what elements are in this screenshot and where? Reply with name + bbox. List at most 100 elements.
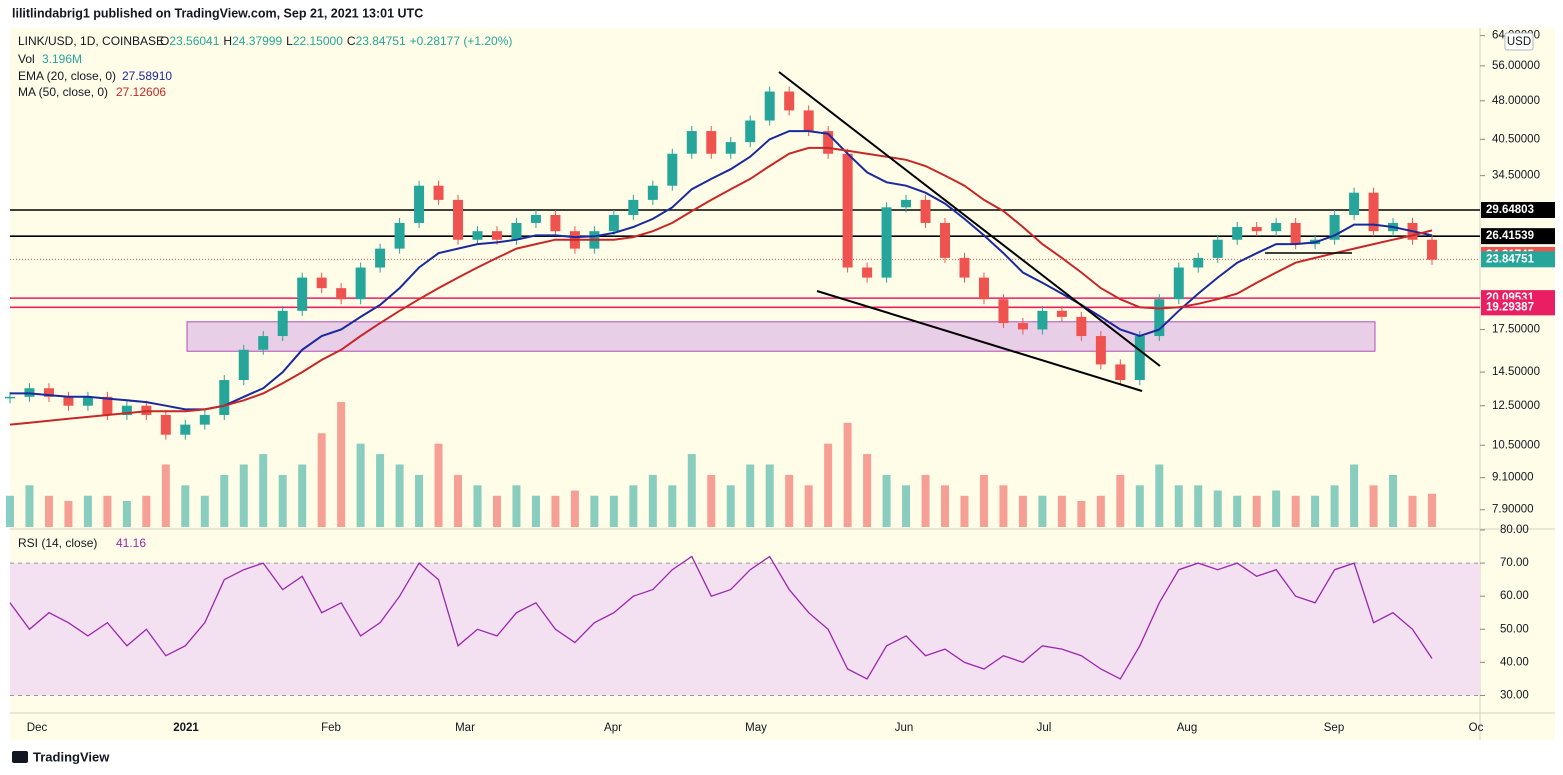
volume-bar xyxy=(570,490,579,527)
candle-body xyxy=(1329,214,1340,240)
ohlc-key: L xyxy=(286,34,293,48)
volume-bar xyxy=(1272,490,1281,527)
volume-bar xyxy=(1057,495,1066,527)
currency[interactable]: USD xyxy=(1507,36,1531,48)
level-label: 19.29387 xyxy=(1486,301,1534,313)
candle-body xyxy=(1154,299,1165,337)
level-tag xyxy=(1481,299,1555,316)
ohlc-value: 23.56041 xyxy=(169,34,219,48)
volume-bar xyxy=(512,485,521,527)
candle-body xyxy=(414,185,425,223)
candle-body xyxy=(238,349,249,381)
trendline xyxy=(816,290,1143,392)
y-tick-label: 17.50000 xyxy=(1492,323,1540,335)
time-label: Jul xyxy=(1037,722,1052,734)
time-label: Aug xyxy=(1177,722,1197,734)
volume-bar xyxy=(278,474,287,527)
candle-body xyxy=(1017,323,1028,330)
candle-body xyxy=(433,185,444,200)
volume-bar xyxy=(1038,495,1047,527)
volume-bar xyxy=(1350,464,1359,527)
candle-body xyxy=(1193,257,1204,268)
currency-box[interactable] xyxy=(1504,32,1534,51)
ohlc: O23.56041 H24.37999 L22.15000 C23.84751 +0.2… xyxy=(160,34,512,48)
candle-body xyxy=(180,424,191,435)
candle-body xyxy=(745,120,756,143)
volume-bar xyxy=(726,485,735,527)
rsi-line xyxy=(9,555,1433,680)
candle-body xyxy=(277,310,288,337)
volume-bar xyxy=(317,433,326,527)
ema-label: EMA (20, close, 0) xyxy=(18,69,116,83)
candle-body xyxy=(160,414,171,435)
candle-body xyxy=(686,131,697,154)
volume-bar xyxy=(785,474,794,527)
brand-logo xyxy=(12,751,28,763)
volume-bar xyxy=(1155,464,1164,527)
candle-body xyxy=(394,222,405,249)
volume-bar xyxy=(337,402,346,527)
ohlc-key: O xyxy=(160,34,169,48)
y-tick-label: 34.50000 xyxy=(1492,170,1540,182)
candle-body xyxy=(978,277,989,300)
ohlc-key: H xyxy=(223,34,232,48)
volume-bar xyxy=(531,495,540,527)
time-label: 2021 xyxy=(173,722,199,734)
volume-bar xyxy=(590,495,599,527)
candle-body xyxy=(1037,310,1048,330)
ohlc-change: +0.28177 (+1.20%) xyxy=(410,34,513,48)
candle-body xyxy=(842,153,853,268)
candle-body xyxy=(998,299,1009,324)
candle-body xyxy=(1271,222,1282,232)
volume-bar xyxy=(843,422,852,527)
volume-bar xyxy=(64,500,73,527)
candle-body xyxy=(491,231,502,240)
volume-bar xyxy=(1135,485,1144,527)
volume-bar xyxy=(979,474,988,527)
candle-body xyxy=(667,153,678,186)
volume-bar xyxy=(492,495,501,527)
candle-body xyxy=(550,214,561,232)
volume-bar xyxy=(707,474,716,527)
volume-bar xyxy=(298,464,307,527)
rsi-tick-label: 80.00 xyxy=(1500,524,1529,536)
candle-body xyxy=(901,199,912,208)
candle-body xyxy=(63,396,74,406)
volume-bar xyxy=(1369,485,1378,527)
time-label: Apr xyxy=(604,722,622,734)
candle-body xyxy=(1076,316,1087,337)
candle-body xyxy=(647,185,658,200)
level-label: 23.84751 xyxy=(1486,253,1535,265)
volume-bar xyxy=(804,485,813,527)
candle-body xyxy=(472,231,483,240)
candle-body xyxy=(1134,336,1145,381)
candle-body xyxy=(1232,227,1243,240)
ohlc-value: 22.15000 xyxy=(293,34,343,48)
rsi-tick-label: 50.00 xyxy=(1500,623,1529,635)
candle-body xyxy=(316,277,327,289)
ohlc-value: 23.84751 xyxy=(356,34,406,48)
volume-bar xyxy=(687,454,696,527)
volume-bar xyxy=(824,443,833,527)
volume-bar xyxy=(921,474,930,527)
volume-bar xyxy=(1077,500,1086,527)
y-tick-label: 9.10000 xyxy=(1492,472,1534,484)
volume-bar xyxy=(220,474,229,527)
volume-bar xyxy=(1311,495,1320,527)
volume-bar xyxy=(1233,495,1242,527)
ma-label: MA (50, close, 0) xyxy=(18,85,108,99)
candle-body xyxy=(823,131,834,154)
brand[interactable]: TradingView xyxy=(33,749,110,764)
volume-bar xyxy=(1194,485,1203,527)
candle-body xyxy=(1115,364,1126,381)
candle-body xyxy=(219,380,230,415)
y-tick-label: 10.50000 xyxy=(1492,439,1540,451)
volume-bar xyxy=(1213,490,1222,527)
volume-bar xyxy=(259,454,268,527)
candle-body xyxy=(530,214,541,223)
volume-bar xyxy=(434,443,443,527)
y-tick-label: 7.90000 xyxy=(1492,504,1534,516)
candle-body xyxy=(1056,310,1067,317)
rsi-value: 41.16 xyxy=(116,536,146,550)
